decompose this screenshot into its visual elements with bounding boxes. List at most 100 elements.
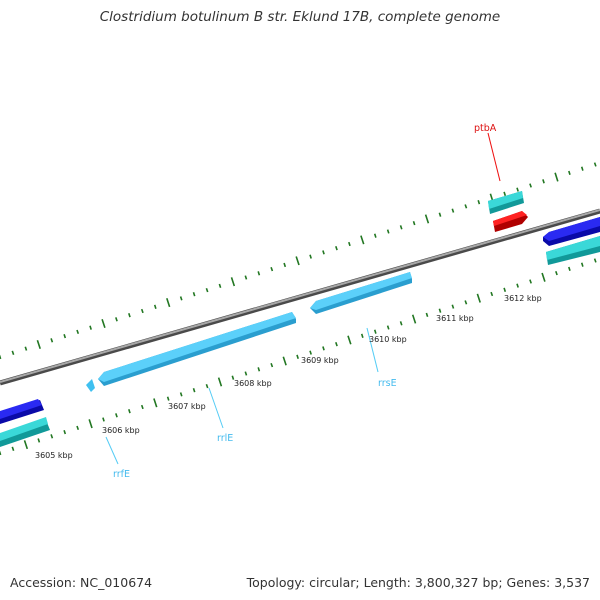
tick-label-3605: 3605 kbp (35, 451, 73, 460)
minor-tick-mark (296, 354, 299, 359)
inner-dotted-ring (0, 258, 597, 456)
minor-tick-mark (218, 283, 222, 289)
minor-tick-mark (309, 350, 312, 355)
minor-tick-mark (257, 271, 261, 276)
minor-tick-mark (503, 287, 507, 292)
major-tick-mark (541, 272, 546, 282)
minor-tick-mark (555, 270, 558, 276)
genome-backbone (0, 208, 600, 386)
ptba-gene (493, 211, 528, 232)
minor-tick-mark (490, 291, 494, 297)
rrse-label: rrsE (378, 378, 397, 389)
rrse-leader (366, 327, 379, 373)
tick-label-3606: 3606 kbp (102, 426, 140, 435)
minor-tick-mark (464, 204, 468, 209)
minor-tick-mark (283, 262, 287, 268)
minor-tick-mark (0, 354, 2, 360)
minor-tick-mark (373, 233, 377, 238)
minor-tick-mark (503, 191, 507, 196)
rrna-features (86, 272, 412, 392)
minor-tick-mark (0, 450, 2, 456)
minor-tick-mark (270, 362, 274, 368)
minor-tick-mark (89, 325, 92, 330)
major-tick-mark (295, 256, 300, 266)
genome-stats-label: Topology: circular; Length: 3,800,327 bp… (246, 575, 590, 590)
major-tick-mark (476, 293, 481, 303)
major-tick-mark (36, 339, 41, 349)
tick-label-3612: 3612 kbp (504, 294, 542, 303)
map-title: Clostridium botulinum B str. Eklund 17B,… (99, 9, 501, 25)
rrle-bar (98, 312, 296, 386)
minor-tick-mark (63, 429, 67, 435)
tick-label-3609: 3609 kbp (301, 356, 339, 365)
cds-right-teal-bottom (546, 236, 600, 265)
major-tick-mark (360, 235, 365, 245)
minor-tick-mark (593, 258, 597, 263)
cds-left-teal (0, 417, 50, 447)
major-tick-mark (101, 318, 106, 329)
minor-tick-mark (140, 404, 144, 410)
minor-tick-mark (529, 279, 532, 284)
minor-tick-mark (335, 342, 338, 347)
minor-tick-mark (451, 208, 455, 213)
tick-label-3607: 3607 kbp (168, 402, 206, 411)
minor-tick-mark (516, 283, 519, 288)
minor-tick-mark (438, 308, 442, 313)
minor-tick-mark (244, 371, 248, 376)
rrse-bar (310, 272, 412, 314)
minor-tick-mark (11, 350, 15, 355)
minor-tick-mark (477, 200, 481, 205)
major-tick-mark (424, 214, 430, 224)
cds-right-blue (543, 217, 600, 246)
minor-tick-mark (205, 287, 209, 293)
minor-tick-mark (115, 413, 118, 418)
minor-tick-mark (257, 367, 261, 372)
minor-tick-mark (205, 383, 209, 389)
minor-tick-mark (464, 300, 468, 305)
minor-tick-mark (63, 333, 67, 339)
major-tick-mark (88, 419, 93, 429)
rrna-fragment (86, 379, 95, 392)
minor-tick-mark (128, 313, 131, 318)
minor-tick-mark (153, 304, 157, 309)
major-tick-mark (411, 314, 417, 324)
minor-tick-mark (516, 187, 519, 192)
minor-tick-mark (529, 183, 532, 188)
minor-tick-mark (568, 266, 571, 272)
minor-tick-mark (128, 409, 131, 414)
major-tick-mark (554, 172, 559, 182)
minor-tick-mark (580, 166, 584, 171)
cds-left-blue (0, 399, 44, 424)
minor-tick-mark (386, 325, 390, 330)
minor-tick-mark (140, 308, 144, 314)
minor-tick-mark (399, 321, 403, 326)
accession-label: Accession: NC_010674 (10, 575, 153, 590)
minor-tick-mark (451, 304, 455, 309)
minor-tick-mark (115, 317, 118, 322)
rrfe-label: rrfE (113, 469, 130, 480)
minor-tick-mark (412, 220, 416, 226)
minor-tick-mark (102, 417, 105, 422)
minor-tick-mark (386, 229, 390, 234)
minor-tick-mark (50, 434, 54, 439)
outer-dotted-ring (0, 162, 597, 360)
minor-tick-mark (179, 392, 183, 397)
minor-tick-mark (542, 179, 545, 184)
minor-tick-mark (231, 375, 235, 380)
minor-tick-mark (360, 333, 364, 338)
minor-tick-mark (335, 246, 338, 251)
minor-tick-mark (309, 254, 312, 259)
minor-tick-mark (438, 212, 442, 217)
minor-tick-mark (11, 446, 15, 451)
major-tick-mark (347, 335, 352, 345)
rrle-label: rrlE (217, 433, 233, 444)
minor-tick-mark (24, 346, 28, 351)
minor-tick-mark (166, 396, 170, 401)
minor-tick-mark (244, 275, 248, 280)
major-tick-mark (23, 440, 29, 450)
minor-tick-mark (50, 338, 54, 343)
ptba-label: ptbA (474, 123, 497, 134)
minor-tick-mark (76, 425, 80, 431)
tick-label-3608: 3608 kbp (234, 379, 272, 388)
